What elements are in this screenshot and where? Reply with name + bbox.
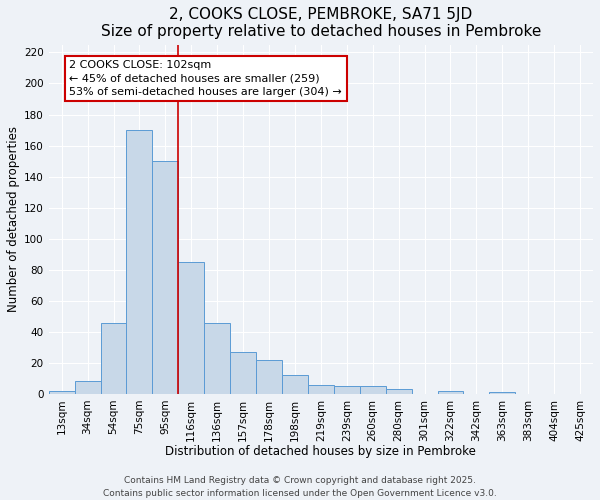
Bar (230, 352, 256, 394)
Text: 2 COOKS CLOSE: 102sqm
← 45% of detached houses are smaller (259)
53% of semi-det: 2 COOKS CLOSE: 102sqm ← 45% of detached … (70, 60, 342, 96)
Bar (127, 130, 152, 394)
Bar (386, 389, 412, 394)
Bar (152, 161, 178, 394)
Text: Contains HM Land Registry data © Crown copyright and database right 2025.
Contai: Contains HM Land Registry data © Crown c… (103, 476, 497, 498)
Bar (308, 384, 334, 394)
Bar (490, 392, 515, 394)
Bar (74, 382, 101, 394)
Bar (178, 262, 204, 394)
Bar (101, 322, 127, 394)
Bar (49, 391, 74, 394)
Title: 2, COOKS CLOSE, PEMBROKE, SA71 5JD
Size of property relative to detached houses : 2, COOKS CLOSE, PEMBROKE, SA71 5JD Size … (101, 7, 541, 40)
Bar (334, 386, 360, 394)
Bar (437, 391, 463, 394)
Bar (360, 386, 386, 394)
Y-axis label: Number of detached properties: Number of detached properties (7, 126, 20, 312)
Bar (204, 322, 230, 394)
Bar (282, 376, 308, 394)
Bar (256, 360, 282, 394)
X-axis label: Distribution of detached houses by size in Pembroke: Distribution of detached houses by size … (166, 445, 476, 458)
